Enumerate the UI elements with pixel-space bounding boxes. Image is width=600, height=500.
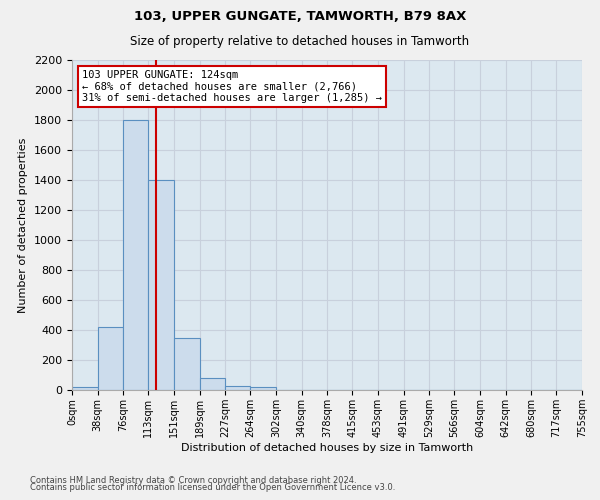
Text: Contains public sector information licensed under the Open Government Licence v3: Contains public sector information licen… bbox=[30, 484, 395, 492]
Bar bbox=[124, 120, 148, 390]
X-axis label: Distribution of detached houses by size in Tamworth: Distribution of detached houses by size … bbox=[181, 442, 473, 452]
Text: 103, UPPER GUNGATE, TAMWORTH, B79 8AX: 103, UPPER GUNGATE, TAMWORTH, B79 8AX bbox=[134, 10, 466, 23]
Text: Contains HM Land Registry data © Crown copyright and database right 2024.: Contains HM Land Registry data © Crown c… bbox=[30, 476, 356, 485]
Bar bbox=[72, 387, 98, 390]
Text: 103 UPPER GUNGATE: 124sqm
← 68% of detached houses are smaller (2,766)
31% of se: 103 UPPER GUNGATE: 124sqm ← 68% of detac… bbox=[82, 70, 382, 103]
Bar bbox=[250, 387, 276, 390]
Bar bbox=[98, 327, 124, 390]
Y-axis label: Number of detached properties: Number of detached properties bbox=[19, 138, 28, 312]
Bar bbox=[148, 180, 174, 390]
Bar bbox=[226, 386, 250, 390]
Text: Size of property relative to detached houses in Tamworth: Size of property relative to detached ho… bbox=[130, 35, 470, 48]
Bar bbox=[174, 338, 200, 390]
Bar bbox=[200, 378, 226, 390]
